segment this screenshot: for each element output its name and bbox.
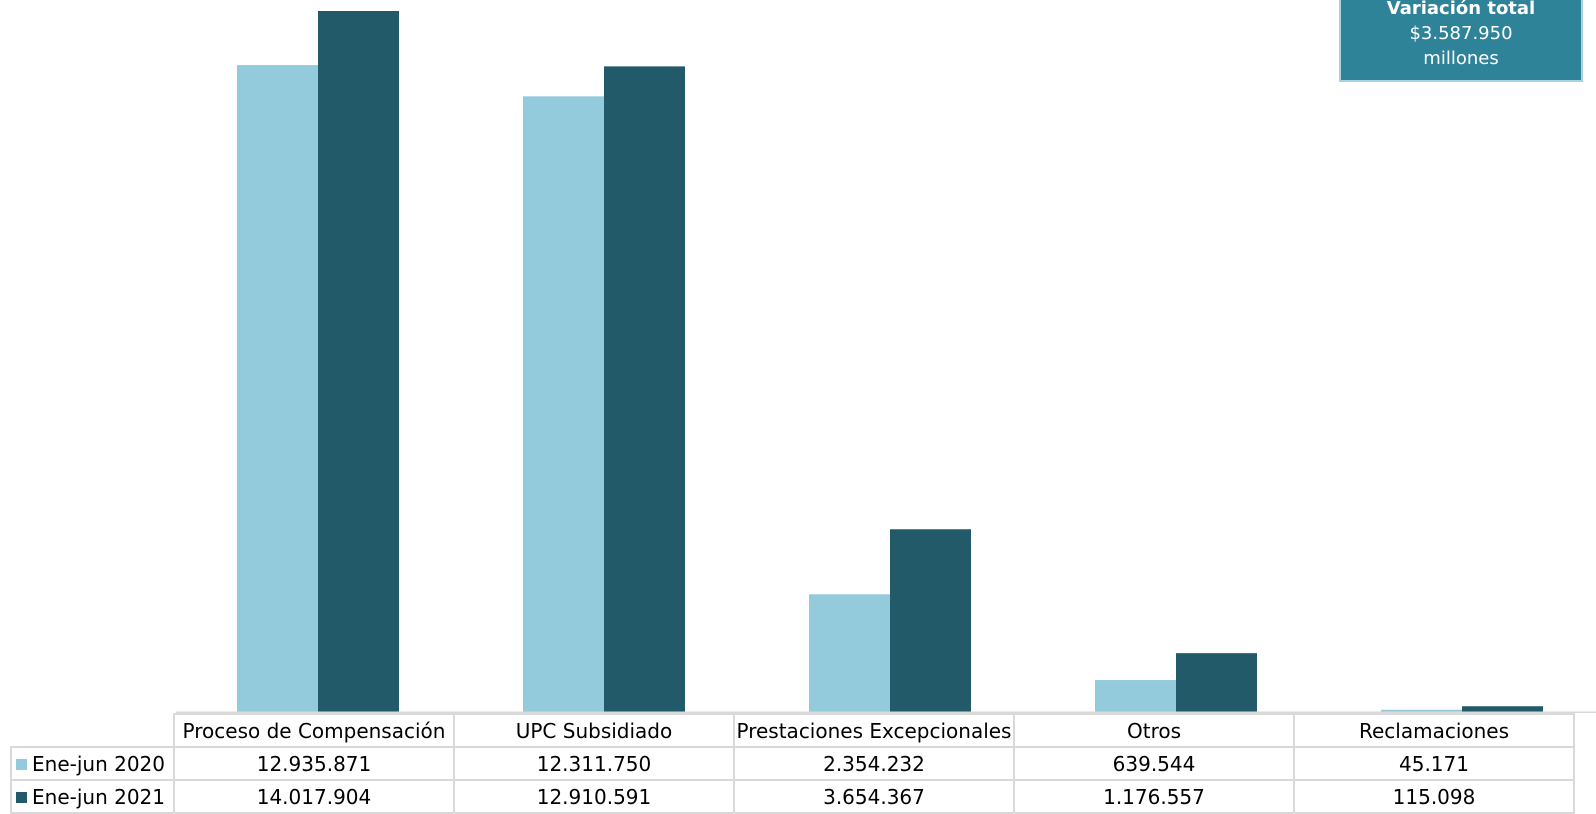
bar-2020-5 [1381,709,1462,712]
table-cell: 45.171 [1293,746,1575,781]
table-cell: 639.544 [1013,746,1295,781]
table-corner [11,714,175,748]
table-row: Ene-jun 2020 12.935.871 12.311.750 2.354… [10,746,1575,781]
table-header-cell: UPC Subsidiado [453,713,735,748]
table-header-cell: Proceso de Compensación [173,713,455,748]
legend-label: Ene-jun 2020 [32,751,165,776]
table-row: Ene-jun 2021 14.017.904 12.910.591 3.654… [10,779,1575,814]
table-cell: 12.311.750 [453,746,735,781]
bar-2021-3 [890,529,971,712]
bar-2021-5 [1462,706,1543,712]
legend-swatch-2021 [16,791,27,803]
callout-amount: $3.587.950 [1409,23,1513,44]
table-cell: 3.654.367 [733,779,1015,814]
legend-entry-2020: Ene-jun 2020 [10,746,175,781]
legend-swatch-2020 [16,758,27,770]
bar-2020-3 [809,594,890,712]
table-cell: 14.017.904 [173,779,455,814]
bar-2020-1 [237,65,318,712]
bar-2021-4 [1176,653,1257,712]
bar-2021-2 [604,66,685,713]
bar-2020-2 [523,96,604,713]
bar-2020-4 [1095,680,1176,712]
total-variation-callout: Variación total $3.587.950 millones [1339,0,1583,82]
table-header-row: Proceso de Compensación UPC Subsidiado P… [11,713,1575,748]
bar-2021-1 [318,11,399,712]
legend-entry-2021: Ene-jun 2021 [10,779,175,814]
table-header-cell: Prestaciones Excepcionales [733,713,1015,748]
table-cell: 12.910.591 [453,779,735,814]
table-cell: 1.176.557 [1013,779,1295,814]
table-cell: 2.354.232 [733,746,1015,781]
data-table: Proceso de Compensación UPC Subsidiado P… [10,713,1575,814]
table-header-cell: Otros [1013,713,1295,748]
table-cell: 115.098 [1293,779,1575,814]
table-header-cell: Reclamaciones [1293,713,1575,748]
bar-chart [176,11,1596,713]
callout-title: Variación total [1386,0,1536,19]
callout-unit: millones [1423,48,1499,69]
table-cell: 12.935.871 [173,746,455,781]
legend-label: Ene-jun 2021 [32,784,165,809]
